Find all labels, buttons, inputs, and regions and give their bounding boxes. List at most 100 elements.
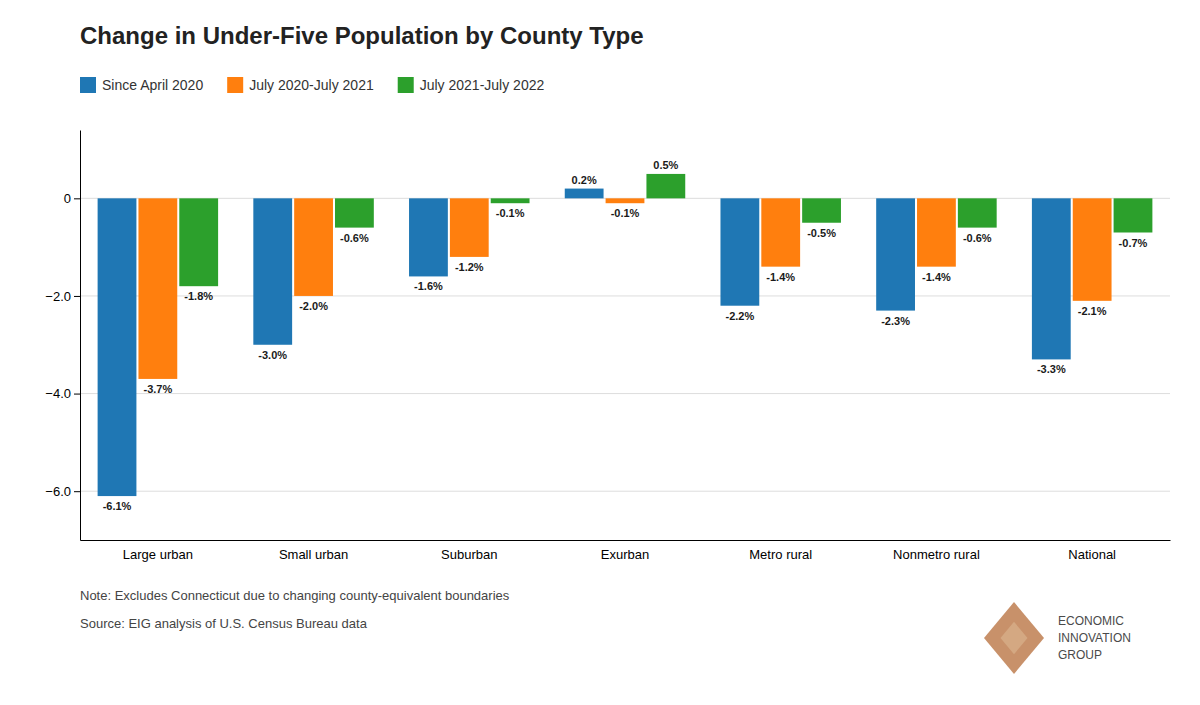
- logo-text: INNOVATION: [1058, 631, 1131, 645]
- x-tick-label: Suburban: [441, 547, 497, 562]
- bar: [138, 198, 177, 379]
- bars: [98, 174, 1153, 496]
- x-tick-label: Exurban: [601, 547, 649, 562]
- x-axis-line: [81, 540, 1171, 541]
- data-label: -0.6%: [340, 232, 369, 244]
- x-tick: Nonmetro rural: [893, 547, 980, 562]
- x-tick: Small urban: [279, 547, 348, 562]
- x-tick-label: Nonmetro rural: [893, 547, 980, 562]
- data-label: -2.2%: [725, 310, 754, 322]
- x-tick-label: Large urban: [123, 547, 193, 562]
- x-tick-label: Small urban: [279, 547, 348, 562]
- data-label: -1.2%: [455, 261, 484, 273]
- grid: [80, 198, 1170, 491]
- x-tick-label: Metro rural: [749, 547, 812, 562]
- data-label: -0.1%: [496, 207, 525, 219]
- y-axis: −6.0 −4.0 −2.0 0: [45, 131, 80, 541]
- logo-text: ECONOMIC: [1058, 614, 1124, 628]
- annotation: Source: EIG analysis of U.S. Census Bure…: [80, 616, 368, 631]
- x-tick: Exurban: [601, 547, 649, 562]
- bar: [98, 198, 137, 496]
- data-label: -2.1%: [1078, 305, 1107, 317]
- y-tick-mark: [74, 198, 80, 199]
- data-label: -0.7%: [1119, 237, 1148, 249]
- legend-swatch: [80, 77, 96, 93]
- bar: [606, 198, 645, 203]
- y-tick: −4.0: [45, 386, 80, 401]
- chart: Change in Under-Five Population by Count…: [0, 0, 1200, 705]
- bar: [179, 198, 218, 286]
- x-tick: Metro rural: [749, 547, 812, 562]
- bar-series: [179, 174, 1152, 286]
- bar: [565, 189, 604, 199]
- bar: [491, 198, 530, 203]
- logo: ECONOMIC INNOVATION GROUP: [984, 602, 1131, 674]
- bar: [1114, 198, 1153, 232]
- x-tick-label: National: [1068, 547, 1116, 562]
- y-tick: −6.0: [45, 484, 80, 499]
- x-tick: National: [1068, 547, 1116, 562]
- bar: [1073, 198, 1112, 301]
- data-label: -1.8%: [184, 290, 213, 302]
- bar: [253, 198, 292, 344]
- annotation: Note: Excludes Connecticut due to changi…: [80, 588, 510, 603]
- legend-item: July 2021-July 2022: [398, 77, 545, 93]
- data-label: 0.2%: [572, 174, 597, 186]
- data-label: -1.4%: [922, 271, 951, 283]
- bar: [450, 198, 489, 257]
- bar: [646, 174, 685, 198]
- legend-item: July 2020-July 2021: [227, 77, 374, 93]
- legend-label: July 2021-July 2022: [420, 77, 545, 93]
- grid-line: [80, 393, 1170, 394]
- y-tick-mark: [74, 296, 80, 297]
- bar: [761, 198, 800, 266]
- bar: [876, 198, 915, 310]
- data-label: -1.6%: [414, 280, 443, 292]
- bar: [335, 198, 374, 227]
- data-label: -3.3%: [1037, 363, 1066, 375]
- legend-label: July 2020-July 2021: [249, 77, 374, 93]
- y-tick-label: −6.0: [45, 484, 71, 499]
- bar: [1032, 198, 1071, 359]
- y-tick-mark: [74, 491, 80, 492]
- grid-line: [80, 295, 1170, 296]
- y-tick-mark: [74, 394, 80, 395]
- bar-series: [98, 189, 1071, 497]
- y-tick-label: −4.0: [45, 386, 71, 401]
- x-tick: Suburban: [441, 547, 497, 562]
- bar: [294, 198, 333, 296]
- plot: -6.1% -3.0% -1.6% 0.2% -2.2% -2.3% -3.3% -3.7% -…: [45, 131, 1170, 563]
- data-label: -2.0%: [299, 300, 328, 312]
- data-labels: -6.1% -3.0% -1.6% 0.2% -2.2% -2.3% -3.3% -3.7% -…: [103, 159, 1148, 512]
- y-tick: 0: [64, 191, 80, 206]
- data-label: -2.3%: [881, 315, 910, 327]
- title: Change in Under-Five Population by Count…: [80, 22, 644, 49]
- logo-mark: [984, 602, 1044, 674]
- legend: Since April 2020 July 2020-July 2021 July …: [80, 77, 544, 93]
- bar: [917, 198, 956, 266]
- y-tick-label: 0: [64, 191, 71, 206]
- logo-mark: [1001, 622, 1028, 654]
- bar: [720, 198, 759, 305]
- data-label: -6.1%: [103, 500, 132, 512]
- legend-swatch: [398, 77, 414, 93]
- data-label: -0.1%: [611, 207, 640, 219]
- x-tick: Large urban: [123, 547, 193, 562]
- bar: [958, 198, 997, 227]
- bar: [802, 198, 841, 222]
- y-tick: −2.0: [45, 289, 80, 304]
- data-label: 0.5%: [653, 159, 678, 171]
- bar: [409, 198, 448, 276]
- x-axis: Large urban Small urban Suburban Exurban Met…: [81, 541, 1171, 563]
- legend-swatch: [227, 77, 243, 93]
- bar-series: [138, 198, 1111, 379]
- data-label: -1.4%: [766, 271, 795, 283]
- y-tick-label: −2.0: [45, 289, 71, 304]
- legend-label: Since April 2020: [102, 77, 203, 93]
- data-label: -0.6%: [963, 232, 992, 244]
- data-label: -3.7%: [143, 383, 172, 395]
- y-axis-line: [80, 131, 81, 541]
- data-label: -3.0%: [258, 349, 287, 361]
- logo-text: GROUP: [1058, 648, 1102, 662]
- annotations: Note: Excludes Connecticut due to changi…: [80, 588, 510, 631]
